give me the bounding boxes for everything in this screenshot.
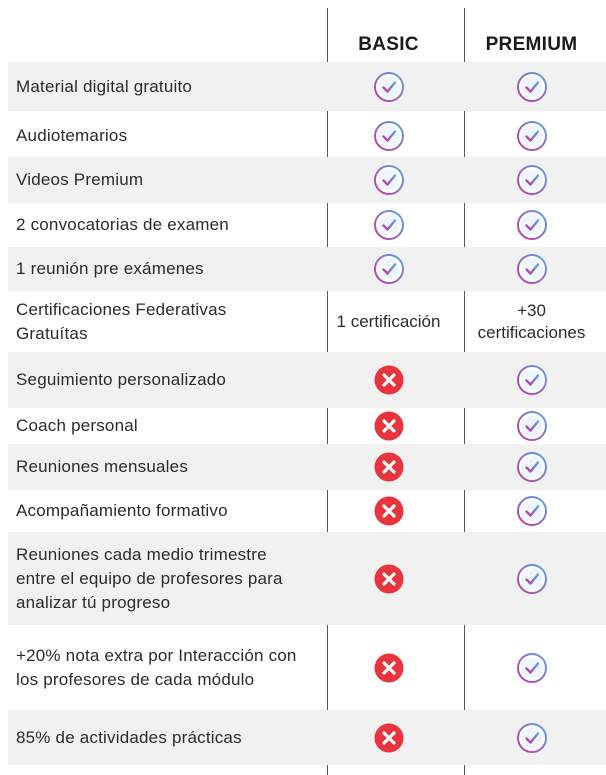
cross-circle-icon: [374, 723, 403, 752]
cross-circle-icon: [374, 411, 403, 441]
feature-label: Audiotemarios: [16, 126, 128, 145]
cross-circle-icon: [374, 564, 403, 593]
table-row: 85% de actividades prácticas: [8, 710, 606, 765]
cross-circle-icon: [374, 365, 403, 395]
feature-label: 85% de actividades prácticas: [16, 727, 242, 747]
premium-cell: [457, 157, 606, 203]
premium-column-header: PREMIUM: [485, 34, 578, 55]
basic-cell: [320, 490, 457, 532]
check-circle-icon: [516, 165, 547, 195]
table-row: Certificaciones Federativas Gratuítas 1 c…: [8, 291, 606, 352]
cross-circle-icon: [374, 653, 403, 682]
table-row: Reuniones cada medio trimestre entre el …: [8, 532, 606, 625]
feature-label: Videos Premium: [16, 170, 144, 189]
check-circle-icon: [516, 71, 547, 102]
check-circle-icon: [373, 121, 404, 151]
basic-cell: [320, 408, 457, 444]
feature-label: 2 convocatorias de examen: [16, 215, 229, 234]
feature-label: +20% nota extra por Interacción con los …: [16, 645, 297, 689]
feature-label: Acompañamiento formativo: [16, 501, 228, 520]
feature-label: Material digital gratuito: [16, 76, 193, 96]
check-circle-icon: [516, 652, 547, 683]
check-circle-icon: [373, 165, 404, 195]
basic-cell: [320, 115, 457, 157]
table-row: Acompañamiento formativo: [8, 490, 606, 532]
table-row: Material digital gratuito: [8, 62, 606, 111]
premium-cell: [457, 532, 606, 625]
basic-cell: [320, 157, 457, 203]
check-circle-icon: [516, 563, 547, 594]
check-circle-icon: [516, 452, 547, 482]
premium-cell: [457, 352, 606, 408]
check-circle-icon: [516, 210, 547, 240]
basic-column-header: BASIC: [358, 34, 419, 55]
cross-circle-icon: [374, 452, 403, 482]
premium-cell: [457, 444, 606, 490]
basic-cell: [320, 625, 457, 710]
basic-cell-text: 1 certificación: [336, 311, 441, 331]
premium-cell: +30 certificaciones: [457, 291, 606, 352]
basic-cell: [320, 247, 457, 291]
comparison-table: BASIC PREMIUM Material digital gratuito …: [8, 0, 606, 775]
check-circle-icon: [373, 71, 404, 102]
basic-cell: [320, 444, 457, 490]
table-row: +20% nota extra por Interacción con los …: [8, 625, 606, 710]
check-circle-icon: [373, 210, 404, 240]
premium-cell: [457, 625, 606, 710]
table-row: Seguimiento personalizado: [8, 352, 606, 408]
premium-cell: [457, 490, 606, 532]
premium-cell: [457, 408, 606, 444]
check-circle-icon: [516, 411, 547, 441]
check-circle-icon: [516, 254, 547, 284]
feature-label: Reuniones mensuales: [16, 457, 189, 476]
feature-label: Reuniones cada medio trimestre entre el …: [16, 544, 283, 612]
feature-label: Certificaciones Federativas Gratuítas: [16, 299, 227, 343]
premium-cell: [457, 115, 606, 157]
check-circle-icon: [516, 496, 547, 526]
check-circle-icon: [516, 121, 547, 151]
premium-cell: [457, 710, 606, 765]
feature-label: Seguimiento personalizado: [16, 370, 227, 389]
check-circle-icon: [516, 722, 547, 753]
basic-cell: [320, 203, 457, 247]
table-row: Videos Premium: [8, 157, 606, 203]
premium-cell: [457, 62, 606, 111]
basic-cell: [320, 710, 457, 765]
premium-cell-text: +30 certificaciones: [477, 300, 586, 342]
premium-cell: [457, 247, 606, 291]
table-row: Audiotemarios: [8, 115, 606, 157]
check-circle-icon: [516, 365, 547, 395]
basic-cell: [320, 532, 457, 625]
table-row: Coach personal: [8, 408, 606, 444]
basic-cell: 1 certificación: [320, 291, 457, 352]
check-circle-icon: [373, 254, 404, 284]
table-header: BASIC PREMIUM: [8, 0, 606, 62]
basic-cell: [320, 352, 457, 408]
basic-cell: [320, 62, 457, 111]
cross-circle-icon: [374, 496, 403, 526]
table-row: Reuniones mensuales: [8, 444, 606, 490]
table-row: 2 convocatorias de examen: [8, 203, 606, 247]
feature-label: Coach personal: [16, 416, 138, 435]
premium-cell: [457, 203, 606, 247]
table-row: 1 reunión pre exámenes: [8, 247, 606, 291]
feature-label: 1 reunión pre exámenes: [16, 259, 204, 278]
